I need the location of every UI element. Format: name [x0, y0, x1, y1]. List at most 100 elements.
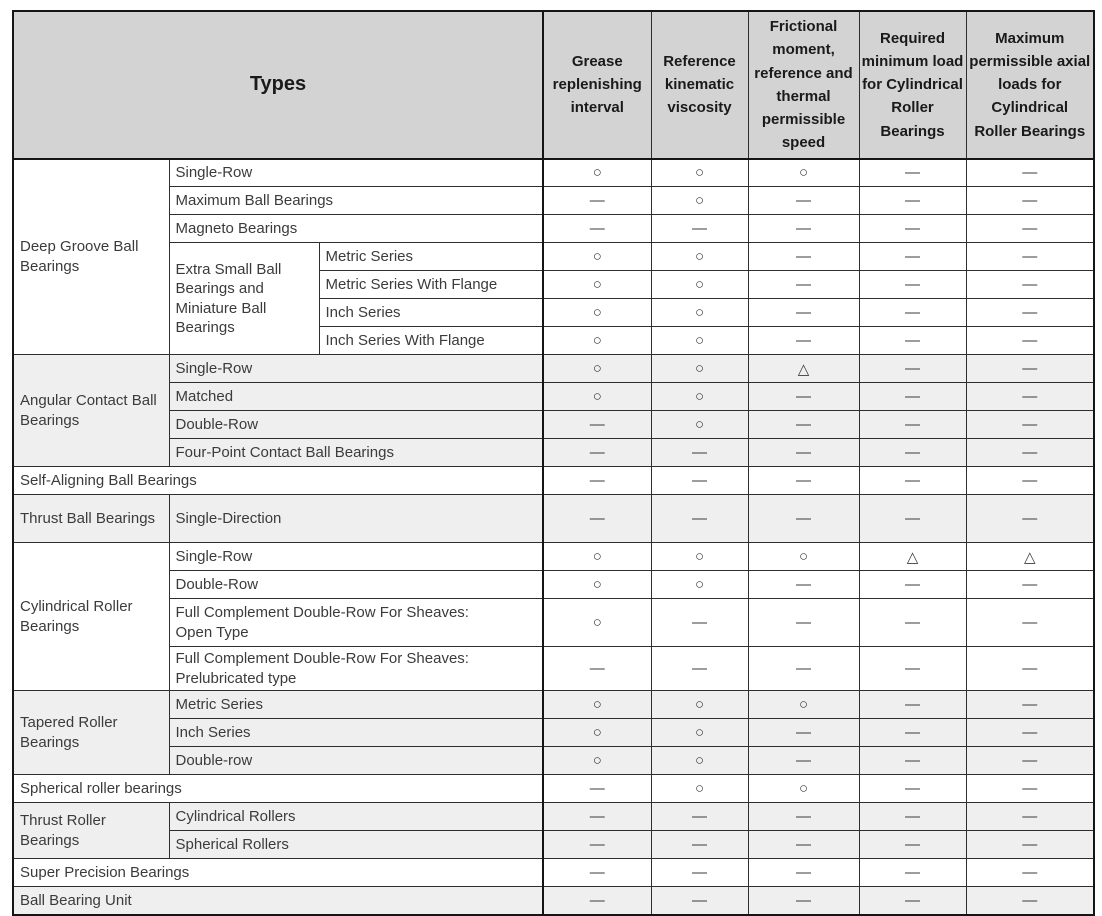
symbol-cell: —	[858, 354, 967, 383]
symbol-cell: —	[542, 214, 652, 243]
symbol-cell: —	[858, 830, 967, 859]
symbol-cell: ○	[542, 326, 652, 355]
symbol-cell: △	[965, 542, 1095, 571]
symbol-cell: ○	[650, 298, 749, 327]
symbol-cell: —	[747, 802, 860, 831]
symbol-cell: —	[650, 830, 749, 859]
symbol-cell: ○	[747, 690, 860, 719]
symbol-cell: —	[858, 270, 967, 299]
row-label: Four-Point Contact Ball Bearings	[168, 438, 544, 467]
table-row: Matched ○ ○ — — —	[13, 382, 1095, 411]
row-label: Single-Row	[168, 542, 544, 571]
symbol-cell: —	[965, 466, 1095, 495]
row-sub-group-label: Extra Small Ball Bearings and Miniature …	[168, 242, 320, 355]
symbol-cell: —	[858, 690, 967, 719]
symbol-cell: —	[858, 802, 967, 831]
symbol-cell: ○	[542, 570, 652, 599]
symbol-cell: ○	[747, 542, 860, 571]
symbol-cell: —	[965, 774, 1095, 803]
row-group-label: Deep Groove Ball Bearings	[12, 158, 170, 355]
symbol-cell: —	[542, 494, 652, 543]
symbol-cell: —	[650, 802, 749, 831]
symbol-cell: ○	[650, 718, 749, 747]
table-row: Extra Small Ball Bearings and Miniature …	[13, 242, 1095, 355]
symbol-cell: —	[650, 646, 749, 691]
symbol-cell: —	[650, 438, 749, 467]
symbol-cell: —	[650, 858, 749, 887]
symbol-cell: —	[747, 382, 860, 411]
row-label: Inch Series With Flange	[318, 326, 544, 355]
symbol-cell: —	[747, 326, 860, 355]
row-label: Spherical Rollers	[168, 830, 544, 859]
row-group-label: Cylindrical Roller Bearings	[12, 542, 170, 691]
symbol-cell: —	[747, 746, 860, 775]
row-label: Double-Row	[168, 570, 544, 599]
symbol-cell: —	[747, 830, 860, 859]
column-header-grease-interval: Grease replenishing interval	[542, 10, 652, 160]
table-row: Spherical roller bearings — ○ ○ — —	[12, 774, 1095, 803]
symbol-cell: —	[965, 326, 1095, 355]
symbol-cell: —	[747, 298, 860, 327]
row-label: Matched	[168, 382, 544, 411]
symbol-cell: —	[965, 570, 1095, 599]
symbol-cell: —	[747, 886, 860, 915]
row-label: Full Complement Double-Row For Sheaves: …	[168, 646, 544, 691]
symbol-cell: —	[965, 858, 1095, 887]
symbol-cell: —	[650, 886, 749, 915]
symbol-cell: —	[858, 382, 967, 411]
table-row: Four-Point Contact Ball Bearings — — — —…	[13, 438, 1095, 467]
symbol-cell: ○	[650, 186, 749, 215]
bearing-applicability-table: Types Grease replenishing interval Refer…	[12, 10, 1095, 916]
symbol-cell: —	[650, 494, 749, 543]
symbol-cell: ○	[650, 382, 749, 411]
row-group-label: Thrust Roller Bearings	[12, 802, 170, 859]
symbol-cell: ○	[542, 270, 652, 299]
table-row: Angular Contact Ball Bearings Single-Row…	[12, 354, 1095, 467]
symbol-cell: —	[965, 270, 1095, 299]
symbol-cell: —	[542, 830, 652, 859]
row-label: Single-Direction	[168, 494, 544, 543]
symbol-cell: —	[858, 214, 967, 243]
row-label: Cylindrical Rollers	[168, 802, 544, 831]
table-row: Super Precision Bearings — — — — —	[12, 858, 1095, 887]
symbol-cell: —	[965, 494, 1095, 543]
symbol-cell: ○	[650, 570, 749, 599]
symbol-cell: —	[965, 382, 1095, 411]
row-label: Super Precision Bearings	[12, 858, 544, 887]
symbol-cell: △	[747, 354, 860, 383]
table-row: Deep Groove Ball Bearings Single-Row ○ ○…	[12, 158, 1095, 355]
symbol-cell: ○	[542, 298, 652, 327]
symbol-cell: ○	[650, 542, 749, 571]
symbol-cell: —	[965, 158, 1095, 187]
symbol-cell: ○	[650, 690, 749, 719]
symbol-cell: —	[965, 438, 1095, 467]
table-row: Maximum Ball Bearings — ○ — — —	[13, 186, 1095, 215]
symbol-cell: —	[858, 438, 967, 467]
symbol-cell: ○	[542, 382, 652, 411]
symbol-cell: ○	[650, 158, 749, 187]
symbol-cell: ○	[542, 690, 652, 719]
symbol-cell: —	[747, 570, 860, 599]
table-row: Full Complement Double-Row For Sheaves: …	[13, 646, 1095, 691]
symbol-cell: —	[965, 598, 1095, 647]
row-label: Single-Row	[168, 158, 544, 187]
symbol-cell: —	[747, 214, 860, 243]
symbol-cell: —	[965, 718, 1095, 747]
symbol-cell: —	[858, 326, 967, 355]
table-row: Spherical Rollers — — — — —	[13, 830, 1095, 859]
column-header-kinematic-viscosity: Reference kinematic viscosity	[650, 10, 749, 160]
symbol-cell: ○	[650, 746, 749, 775]
table-row: Metric Series With Flange ○ ○ — — —	[13, 270, 1095, 299]
row-label: Inch Series	[168, 718, 544, 747]
symbol-cell: —	[747, 718, 860, 747]
symbol-cell: —	[542, 410, 652, 439]
symbol-cell: —	[965, 242, 1095, 271]
table-row: Inch Series With Flange ○ ○ — — —	[13, 326, 1095, 355]
symbol-cell: —	[542, 438, 652, 467]
symbol-cell: —	[650, 466, 749, 495]
symbol-cell: ○	[650, 354, 749, 383]
symbol-cell: —	[965, 746, 1095, 775]
symbol-cell: —	[965, 802, 1095, 831]
symbol-cell: —	[965, 886, 1095, 915]
row-label: Double-row	[168, 746, 544, 775]
